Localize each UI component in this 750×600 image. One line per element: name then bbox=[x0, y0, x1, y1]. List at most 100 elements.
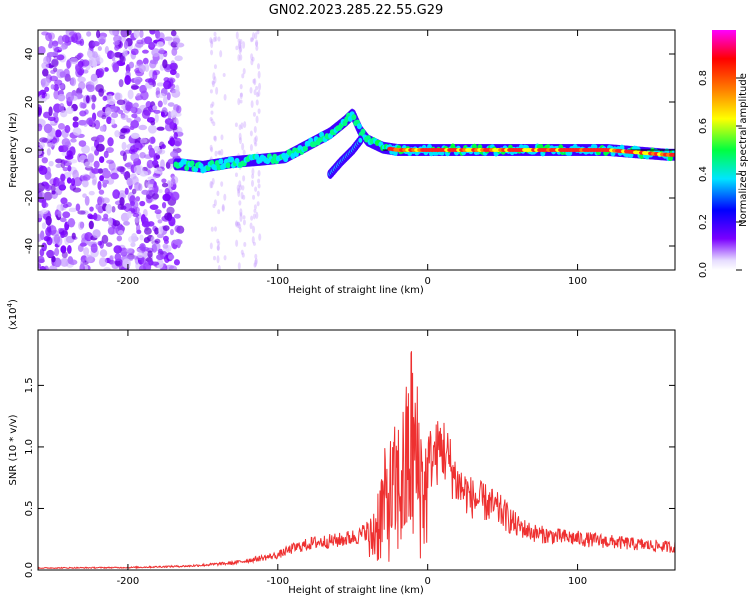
noise-blob bbox=[81, 59, 90, 67]
noise-blob bbox=[83, 247, 90, 256]
noise-blob bbox=[75, 65, 80, 73]
noise-blob bbox=[128, 235, 136, 243]
noise-blob bbox=[53, 112, 59, 118]
noise-blob bbox=[168, 216, 176, 227]
noise-blob bbox=[63, 145, 70, 151]
noise-blob bbox=[130, 84, 139, 91]
noise-blob bbox=[133, 255, 138, 260]
snr-plot-area bbox=[38, 351, 675, 570]
noise-blob bbox=[120, 247, 128, 257]
noise-blob bbox=[66, 59, 71, 70]
noise-blob bbox=[46, 224, 52, 233]
x-tick-label: -100 bbox=[266, 576, 289, 587]
snr-multiplier-exp: 4 bbox=[6, 302, 14, 307]
noise-blob bbox=[237, 38, 241, 43]
noise-blob bbox=[143, 227, 152, 235]
noise-blob bbox=[162, 243, 169, 249]
noise-blob bbox=[166, 92, 171, 101]
noise-blob bbox=[59, 102, 65, 112]
noise-blob bbox=[257, 108, 261, 114]
noise-blob bbox=[151, 160, 159, 166]
noise-blob bbox=[153, 167, 163, 175]
noise-blob bbox=[77, 210, 86, 215]
noise-blob bbox=[135, 223, 141, 234]
noise-blob bbox=[116, 235, 123, 242]
noise-blob bbox=[172, 191, 180, 201]
noise-blob bbox=[99, 240, 104, 249]
noise-blob bbox=[43, 56, 50, 65]
noise-blob bbox=[221, 205, 225, 212]
noise-blob bbox=[90, 145, 96, 152]
noise-blob bbox=[156, 254, 164, 261]
noise-blob bbox=[103, 150, 109, 159]
noise-blob bbox=[58, 227, 63, 232]
noise-blob bbox=[157, 100, 163, 108]
noise-blob bbox=[120, 128, 128, 134]
spectrogram-plot-area bbox=[38, 30, 675, 270]
noise-blob bbox=[123, 40, 129, 50]
noise-blob bbox=[152, 172, 161, 178]
noise-blob bbox=[238, 180, 242, 188]
noise-blob bbox=[122, 51, 128, 57]
noise-blob bbox=[234, 172, 238, 178]
noise-blob bbox=[48, 106, 53, 117]
colorbar: 0.0 0.2 0.4 0.6 0.8 Normalized spectral ampl… bbox=[698, 30, 749, 278]
noise-blob bbox=[48, 39, 54, 49]
noise-blob bbox=[57, 180, 66, 190]
noise-blob bbox=[153, 109, 161, 114]
noise-blob bbox=[138, 64, 146, 73]
noise-blob bbox=[96, 134, 105, 143]
noise-blob bbox=[210, 40, 214, 49]
noise-blob bbox=[223, 193, 227, 201]
noise-blob bbox=[146, 159, 154, 169]
noise-blob bbox=[209, 181, 213, 189]
noise-blob bbox=[107, 217, 113, 226]
noise-blob bbox=[61, 34, 70, 43]
noise-blob bbox=[255, 41, 259, 47]
noise-blob bbox=[92, 175, 97, 185]
noise-blob bbox=[257, 70, 261, 79]
noise-blob bbox=[38, 182, 46, 192]
noise-blob bbox=[95, 84, 104, 93]
noise-blob bbox=[115, 260, 121, 266]
y-tick-label: 0.0 bbox=[24, 562, 35, 578]
noise-blob bbox=[166, 206, 175, 215]
noise-blob bbox=[62, 203, 69, 208]
noise-blob bbox=[98, 189, 105, 195]
noise-blob bbox=[79, 242, 87, 247]
noise-blob bbox=[173, 259, 180, 266]
noise-blob bbox=[254, 259, 258, 267]
noise-blob bbox=[44, 182, 50, 190]
noise-blob bbox=[217, 36, 221, 42]
noise-blob bbox=[252, 78, 256, 84]
noise-blob bbox=[239, 208, 243, 216]
noise-blob bbox=[130, 200, 136, 207]
noise-blob bbox=[122, 258, 131, 269]
noise-blob bbox=[60, 197, 68, 205]
noise-blob bbox=[120, 114, 129, 120]
noise-blob bbox=[210, 118, 214, 124]
noise-blob bbox=[86, 49, 93, 58]
noise-blob bbox=[47, 142, 55, 148]
noise-blob bbox=[252, 213, 256, 220]
noise-blob bbox=[131, 113, 138, 118]
noise-blob bbox=[139, 200, 146, 207]
noise-blob bbox=[72, 116, 79, 122]
noise-blob bbox=[91, 167, 101, 174]
noise-blob bbox=[162, 193, 171, 202]
noise-blob bbox=[239, 184, 243, 191]
noise-blob bbox=[54, 79, 63, 86]
noise-blob bbox=[147, 250, 153, 258]
noise-blob bbox=[103, 266, 111, 270]
noise-blob bbox=[238, 223, 242, 229]
noise-blob bbox=[70, 178, 76, 186]
noise-blob bbox=[250, 179, 254, 187]
noise-blob bbox=[156, 233, 164, 239]
noise-blob bbox=[257, 89, 261, 97]
noise-blob bbox=[84, 161, 93, 168]
track-core bbox=[351, 114, 357, 121]
noise-blob bbox=[239, 44, 243, 53]
noise-blob bbox=[220, 134, 224, 141]
noise-blob bbox=[46, 166, 51, 176]
noise-blob bbox=[101, 217, 110, 222]
